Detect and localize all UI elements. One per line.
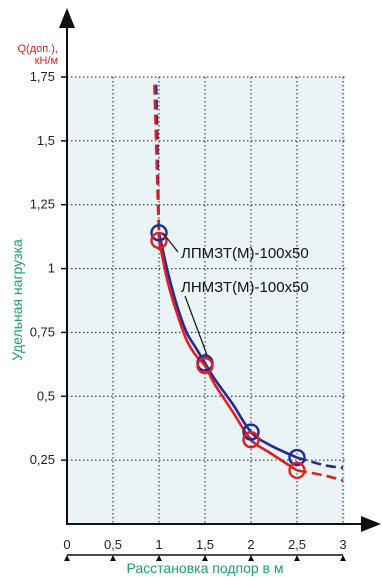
x-tick-label: 0 xyxy=(63,537,70,552)
x-tick-label: 3 xyxy=(339,537,346,552)
y-tick-label: 1,75 xyxy=(30,69,55,84)
x-axis-label: Расстановка подпор в м xyxy=(127,560,284,576)
x-scale-tick xyxy=(202,555,208,561)
marker-layer xyxy=(150,224,306,480)
series-marker xyxy=(288,461,306,480)
series-line-dashed-start xyxy=(153,84,161,241)
x-scale-ticks xyxy=(64,555,346,561)
x-tick-label: 2,5 xyxy=(288,537,306,552)
y-tick-label: 1,25 xyxy=(30,197,55,212)
x-tick-label: 2 xyxy=(247,537,254,552)
series-marker xyxy=(242,423,260,441)
annotation-leader-1 xyxy=(162,232,179,253)
y-tick-label: 0,75 xyxy=(30,324,55,339)
x-tick-label: 0,5 xyxy=(104,537,122,552)
x-scale-tick xyxy=(156,555,162,561)
y-axis-label: Удельная нагрузка xyxy=(9,239,25,361)
plot-background xyxy=(67,77,345,523)
x-tick-labels: 0 0,5 1 1,5 2 2,5 3 xyxy=(63,537,346,552)
x-axis-arrow xyxy=(361,516,381,532)
y-axis-label-top-line2: кН/м xyxy=(35,55,58,67)
x-scale-tick xyxy=(340,555,346,561)
y-axis-arrow xyxy=(59,8,75,28)
y-axis-label-top-line1: Q(доп.), xyxy=(18,43,59,55)
annotation-label-2: ЛНМЗТ(М)-100х50 xyxy=(181,279,309,296)
y-tick-label: 1 xyxy=(48,261,55,276)
series-marker xyxy=(150,224,168,242)
series-marker xyxy=(242,431,260,449)
y-tick-labels: 0,25 0,5 0,75 1 1,25 1,5 1,75 xyxy=(30,69,67,467)
y-tick-label: 0,5 xyxy=(37,388,55,403)
annotation-leader-2 xyxy=(184,295,208,356)
x-scale-tick xyxy=(248,555,254,561)
y-tick-label: 1,5 xyxy=(37,133,55,148)
annotation-label-1: ЛПМЗТ(М)-100х50 xyxy=(181,245,309,262)
x-tick-label: 1 xyxy=(155,537,162,552)
x-scale-tick xyxy=(294,555,300,561)
series-marker xyxy=(196,356,214,375)
x-tick-label: 1,5 xyxy=(196,537,214,552)
series-marker xyxy=(150,231,168,250)
series-marker xyxy=(288,448,306,467)
x-scale-tick xyxy=(64,555,70,561)
y-tick-label: 0,25 xyxy=(30,452,55,467)
x-scale-tick xyxy=(110,555,116,561)
